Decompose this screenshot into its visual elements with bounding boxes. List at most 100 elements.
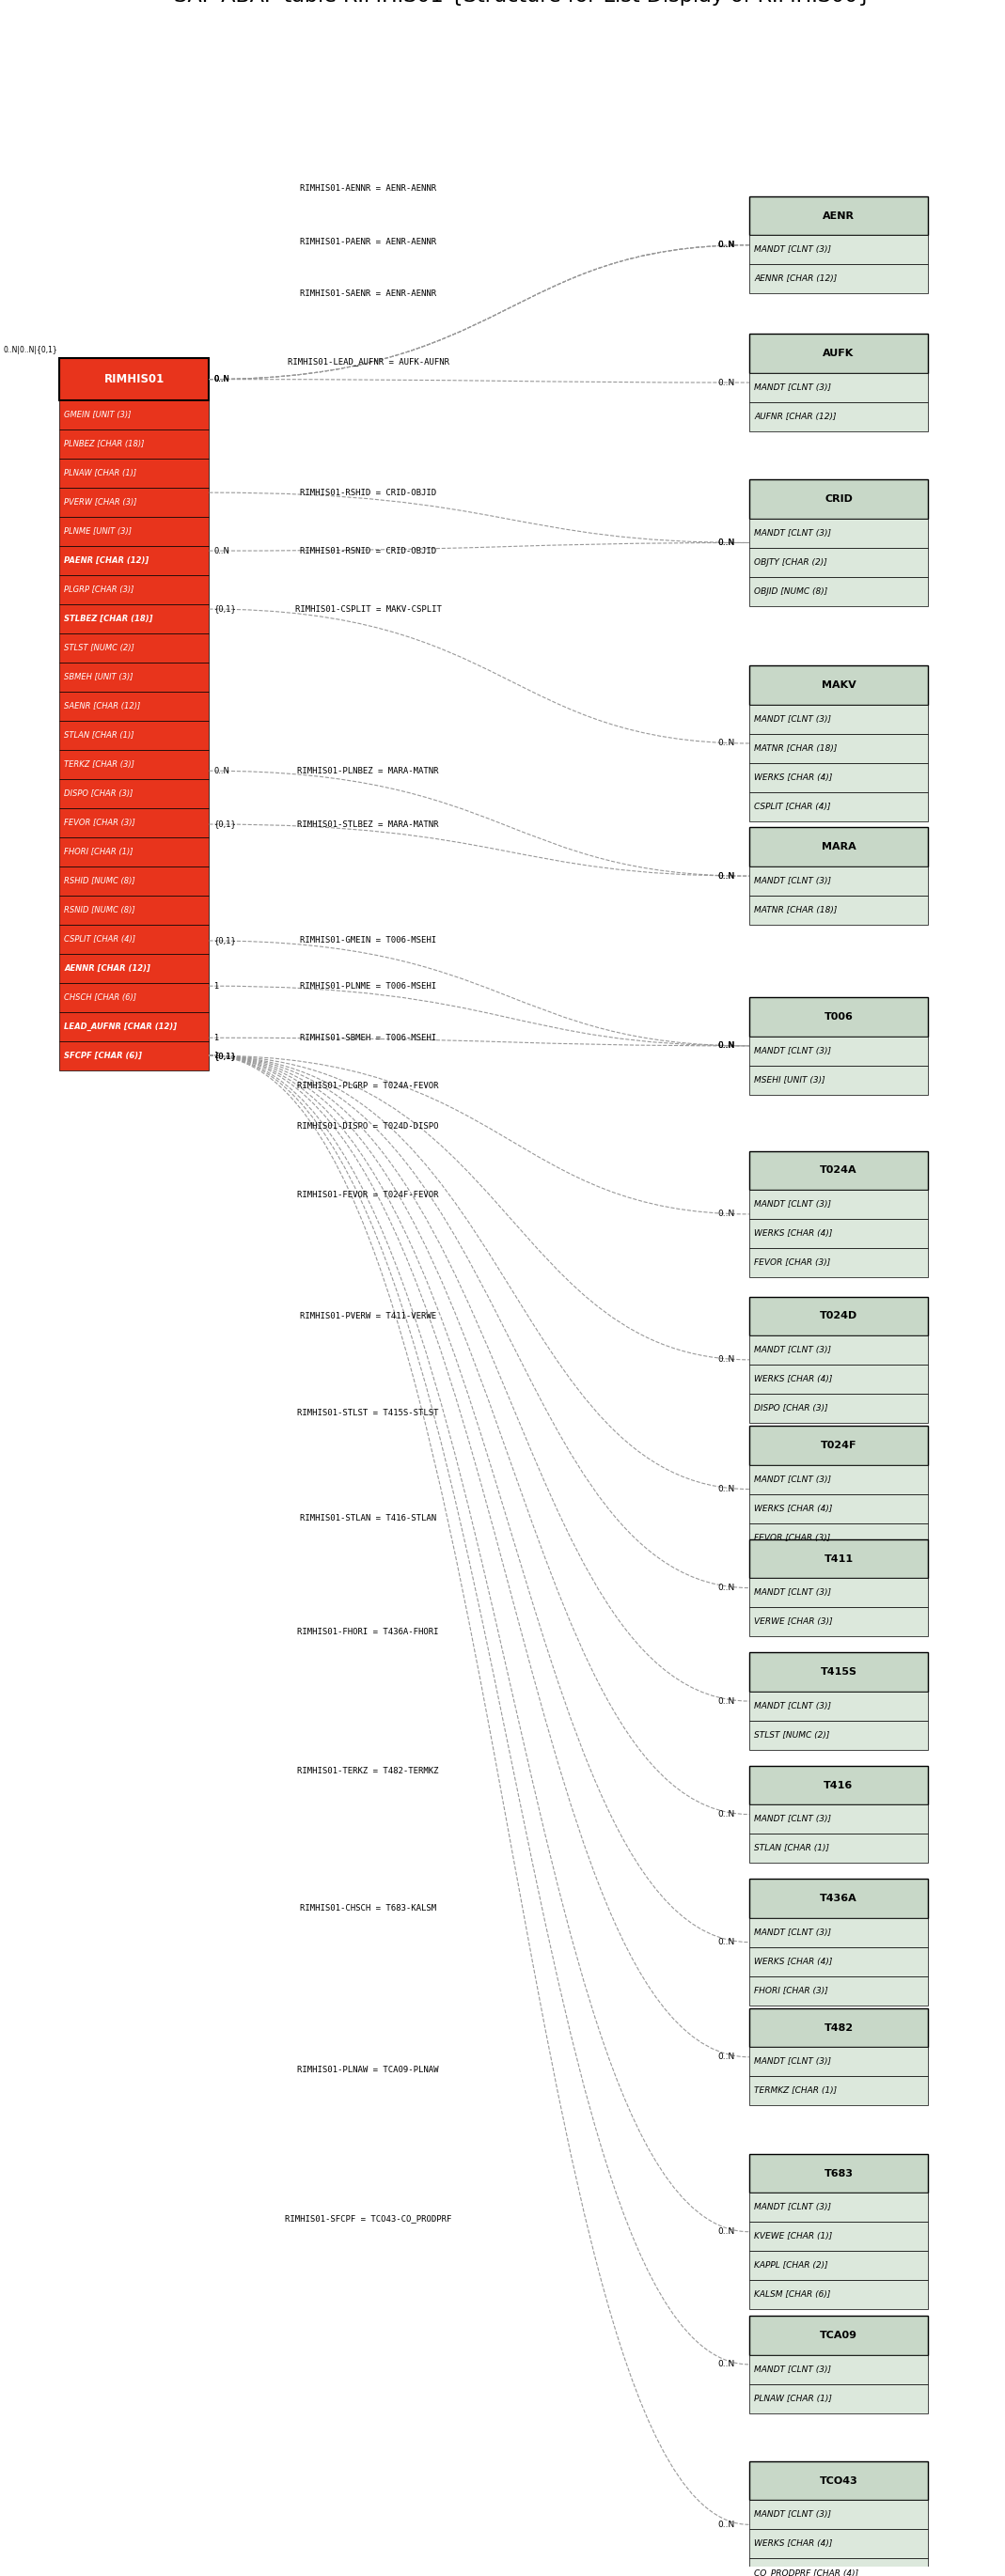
Text: PVERW [CHAR (3)]: PVERW [CHAR (3)] bbox=[64, 497, 138, 507]
FancyBboxPatch shape bbox=[59, 953, 209, 984]
FancyBboxPatch shape bbox=[750, 1494, 928, 1522]
FancyBboxPatch shape bbox=[59, 690, 209, 721]
Text: 0..N: 0..N bbox=[718, 1041, 735, 1051]
Text: T006: T006 bbox=[824, 1012, 853, 1023]
Text: PLNAW [CHAR (1)]: PLNAW [CHAR (1)] bbox=[754, 2393, 832, 2403]
FancyBboxPatch shape bbox=[750, 1878, 928, 1919]
FancyBboxPatch shape bbox=[750, 1296, 928, 1334]
Text: MATNR [CHAR (18)]: MATNR [CHAR (18)] bbox=[754, 744, 837, 752]
Text: RIMHIS01-STLBEZ = MARA-MATNR: RIMHIS01-STLBEZ = MARA-MATNR bbox=[297, 819, 439, 829]
Text: RIMHIS01-RSNID = CRID-OBJID: RIMHIS01-RSNID = CRID-OBJID bbox=[300, 546, 436, 554]
Text: PLNBEZ [CHAR (18)]: PLNBEZ [CHAR (18)] bbox=[64, 440, 145, 448]
Text: STLST [NUMC (2)]: STLST [NUMC (2)] bbox=[64, 644, 135, 652]
Text: RIMHIS01-PAENR = AENR-AENNR: RIMHIS01-PAENR = AENR-AENNR bbox=[300, 237, 436, 247]
FancyBboxPatch shape bbox=[750, 2558, 928, 2576]
Text: DISPO [CHAR (3)]: DISPO [CHAR (3)] bbox=[754, 1404, 828, 1412]
Text: RIMHIS01-AENNR = AENR-AENNR: RIMHIS01-AENNR = AENR-AENNR bbox=[300, 185, 436, 193]
Text: CO_PRODPRF [CHAR (4)]: CO_PRODPRF [CHAR (4)] bbox=[754, 2568, 858, 2576]
FancyBboxPatch shape bbox=[750, 1721, 928, 1749]
FancyBboxPatch shape bbox=[750, 734, 928, 762]
Text: KALSM [CHAR (6)]: KALSM [CHAR (6)] bbox=[754, 2290, 831, 2300]
Text: 0..N: 0..N bbox=[718, 1584, 735, 1592]
FancyBboxPatch shape bbox=[750, 2223, 928, 2251]
Text: RIMHIS01-PLNBEZ = MARA-MATNR: RIMHIS01-PLNBEZ = MARA-MATNR bbox=[297, 768, 439, 775]
Text: RIMHIS01-STLST = T415S-STLST: RIMHIS01-STLST = T415S-STLST bbox=[297, 1409, 439, 1417]
Text: KAPPL [CHAR (2)]: KAPPL [CHAR (2)] bbox=[754, 2262, 828, 2269]
Text: RIMHIS01-CHSCH = T683-KALSM: RIMHIS01-CHSCH = T683-KALSM bbox=[300, 1904, 436, 1911]
FancyBboxPatch shape bbox=[59, 809, 209, 837]
FancyBboxPatch shape bbox=[750, 577, 928, 605]
Text: OBJTY [CHAR (2)]: OBJTY [CHAR (2)] bbox=[754, 559, 827, 567]
Text: MSEHI [UNIT (3)]: MSEHI [UNIT (3)] bbox=[754, 1077, 825, 1084]
FancyBboxPatch shape bbox=[750, 2501, 928, 2530]
Text: 0..N: 0..N bbox=[718, 2053, 735, 2061]
Text: 0..N: 0..N bbox=[718, 538, 735, 546]
Text: MANDT [CLNT (3)]: MANDT [CLNT (3)] bbox=[754, 1816, 831, 1824]
Text: MANDT [CLNT (3)]: MANDT [CLNT (3)] bbox=[754, 1929, 831, 1937]
Text: STLAN [CHAR (1)]: STLAN [CHAR (1)] bbox=[64, 732, 135, 739]
Text: {0,1}: {0,1} bbox=[214, 605, 236, 613]
Text: RIMHIS01-FHORI = T436A-FHORI: RIMHIS01-FHORI = T436A-FHORI bbox=[297, 1628, 439, 1636]
Text: {0,1}: {0,1} bbox=[214, 1051, 236, 1059]
FancyBboxPatch shape bbox=[59, 750, 209, 778]
Text: SBMEH [UNIT (3)]: SBMEH [UNIT (3)] bbox=[64, 672, 134, 680]
FancyBboxPatch shape bbox=[750, 2009, 928, 2048]
Text: RIMHIS01-STLAN = T416-STLAN: RIMHIS01-STLAN = T416-STLAN bbox=[300, 1515, 436, 1522]
FancyBboxPatch shape bbox=[750, 2354, 928, 2383]
Text: WERKS [CHAR (4)]: WERKS [CHAR (4)] bbox=[754, 1958, 832, 1965]
Text: 0..N: 0..N bbox=[718, 240, 735, 250]
Text: FEVOR [CHAR (3)]: FEVOR [CHAR (3)] bbox=[64, 819, 136, 827]
Text: RSNID [NUMC (8)]: RSNID [NUMC (8)] bbox=[64, 907, 136, 914]
Text: RIMHIS01-RSHID = CRID-OBJID: RIMHIS01-RSHID = CRID-OBJID bbox=[300, 489, 436, 497]
Text: WERKS [CHAR (4)]: WERKS [CHAR (4)] bbox=[754, 1376, 832, 1383]
FancyBboxPatch shape bbox=[59, 1041, 209, 1069]
FancyBboxPatch shape bbox=[750, 2076, 928, 2105]
FancyBboxPatch shape bbox=[750, 762, 928, 791]
Text: RIMHIS01: RIMHIS01 bbox=[105, 374, 165, 386]
FancyBboxPatch shape bbox=[59, 399, 209, 430]
Text: CSPLIT [CHAR (4)]: CSPLIT [CHAR (4)] bbox=[754, 801, 831, 811]
Text: FEVOR [CHAR (3)]: FEVOR [CHAR (3)] bbox=[754, 1260, 830, 1267]
Text: T024F: T024F bbox=[820, 1440, 856, 1450]
Text: 0..N: 0..N bbox=[718, 739, 735, 747]
Text: TERKZ [CHAR (3)]: TERKZ [CHAR (3)] bbox=[64, 760, 135, 768]
Text: T482: T482 bbox=[824, 2022, 853, 2032]
Text: RIMHIS01-FEVOR = T024F-FEVOR: RIMHIS01-FEVOR = T024F-FEVOR bbox=[297, 1190, 439, 1198]
Text: CSPLIT [CHAR (4)]: CSPLIT [CHAR (4)] bbox=[64, 935, 136, 943]
FancyBboxPatch shape bbox=[750, 479, 928, 518]
FancyBboxPatch shape bbox=[750, 1947, 928, 1976]
Text: PLNME [UNIT (3)]: PLNME [UNIT (3)] bbox=[64, 528, 132, 536]
FancyBboxPatch shape bbox=[750, 2383, 928, 2414]
Text: RIMHIS01-LEAD_AUFNR = AUFK-AUFNR: RIMHIS01-LEAD_AUFNR = AUFK-AUFNR bbox=[287, 358, 449, 366]
Text: 0..N: 0..N bbox=[214, 546, 230, 554]
FancyBboxPatch shape bbox=[59, 518, 209, 546]
FancyBboxPatch shape bbox=[750, 703, 928, 734]
Text: AENR: AENR bbox=[823, 211, 854, 222]
Text: WERKS [CHAR (4)]: WERKS [CHAR (4)] bbox=[754, 1229, 832, 1239]
Text: 0..N: 0..N bbox=[214, 376, 230, 384]
FancyBboxPatch shape bbox=[750, 1466, 928, 1494]
Text: {0,1}: {0,1} bbox=[214, 1051, 236, 1059]
Text: MANDT [CLNT (3)]: MANDT [CLNT (3)] bbox=[754, 1345, 831, 1355]
Text: WERKS [CHAR (4)]: WERKS [CHAR (4)] bbox=[754, 773, 832, 781]
FancyBboxPatch shape bbox=[750, 1151, 928, 1190]
Text: FEVOR [CHAR (3)]: FEVOR [CHAR (3)] bbox=[754, 1533, 830, 1543]
FancyBboxPatch shape bbox=[750, 1190, 928, 1218]
FancyBboxPatch shape bbox=[750, 2530, 928, 2558]
Text: SAENR [CHAR (12)]: SAENR [CHAR (12)] bbox=[64, 701, 141, 711]
Text: MANDT [CLNT (3)]: MANDT [CLNT (3)] bbox=[754, 1589, 831, 1597]
FancyBboxPatch shape bbox=[750, 1249, 928, 1278]
FancyBboxPatch shape bbox=[59, 1012, 209, 1041]
Text: AUFK: AUFK bbox=[823, 348, 854, 358]
Text: 0..N: 0..N bbox=[718, 538, 735, 546]
FancyBboxPatch shape bbox=[750, 866, 928, 896]
Text: AUFNR [CHAR (12)]: AUFNR [CHAR (12)] bbox=[754, 412, 836, 420]
Text: MANDT [CLNT (3)]: MANDT [CLNT (3)] bbox=[754, 2365, 831, 2372]
Text: 0..N|0..N|{0,1}: 0..N|0..N|{0,1} bbox=[3, 345, 57, 355]
Text: KVEWE [CHAR (1)]: KVEWE [CHAR (1)] bbox=[754, 2233, 832, 2241]
Text: WERKS [CHAR (4)]: WERKS [CHAR (4)] bbox=[754, 1504, 832, 1512]
Text: 0..N: 0..N bbox=[718, 1698, 735, 1705]
FancyBboxPatch shape bbox=[750, 997, 928, 1036]
Text: T024D: T024D bbox=[820, 1311, 857, 1321]
Text: STLST [NUMC (2)]: STLST [NUMC (2)] bbox=[754, 1731, 830, 1739]
